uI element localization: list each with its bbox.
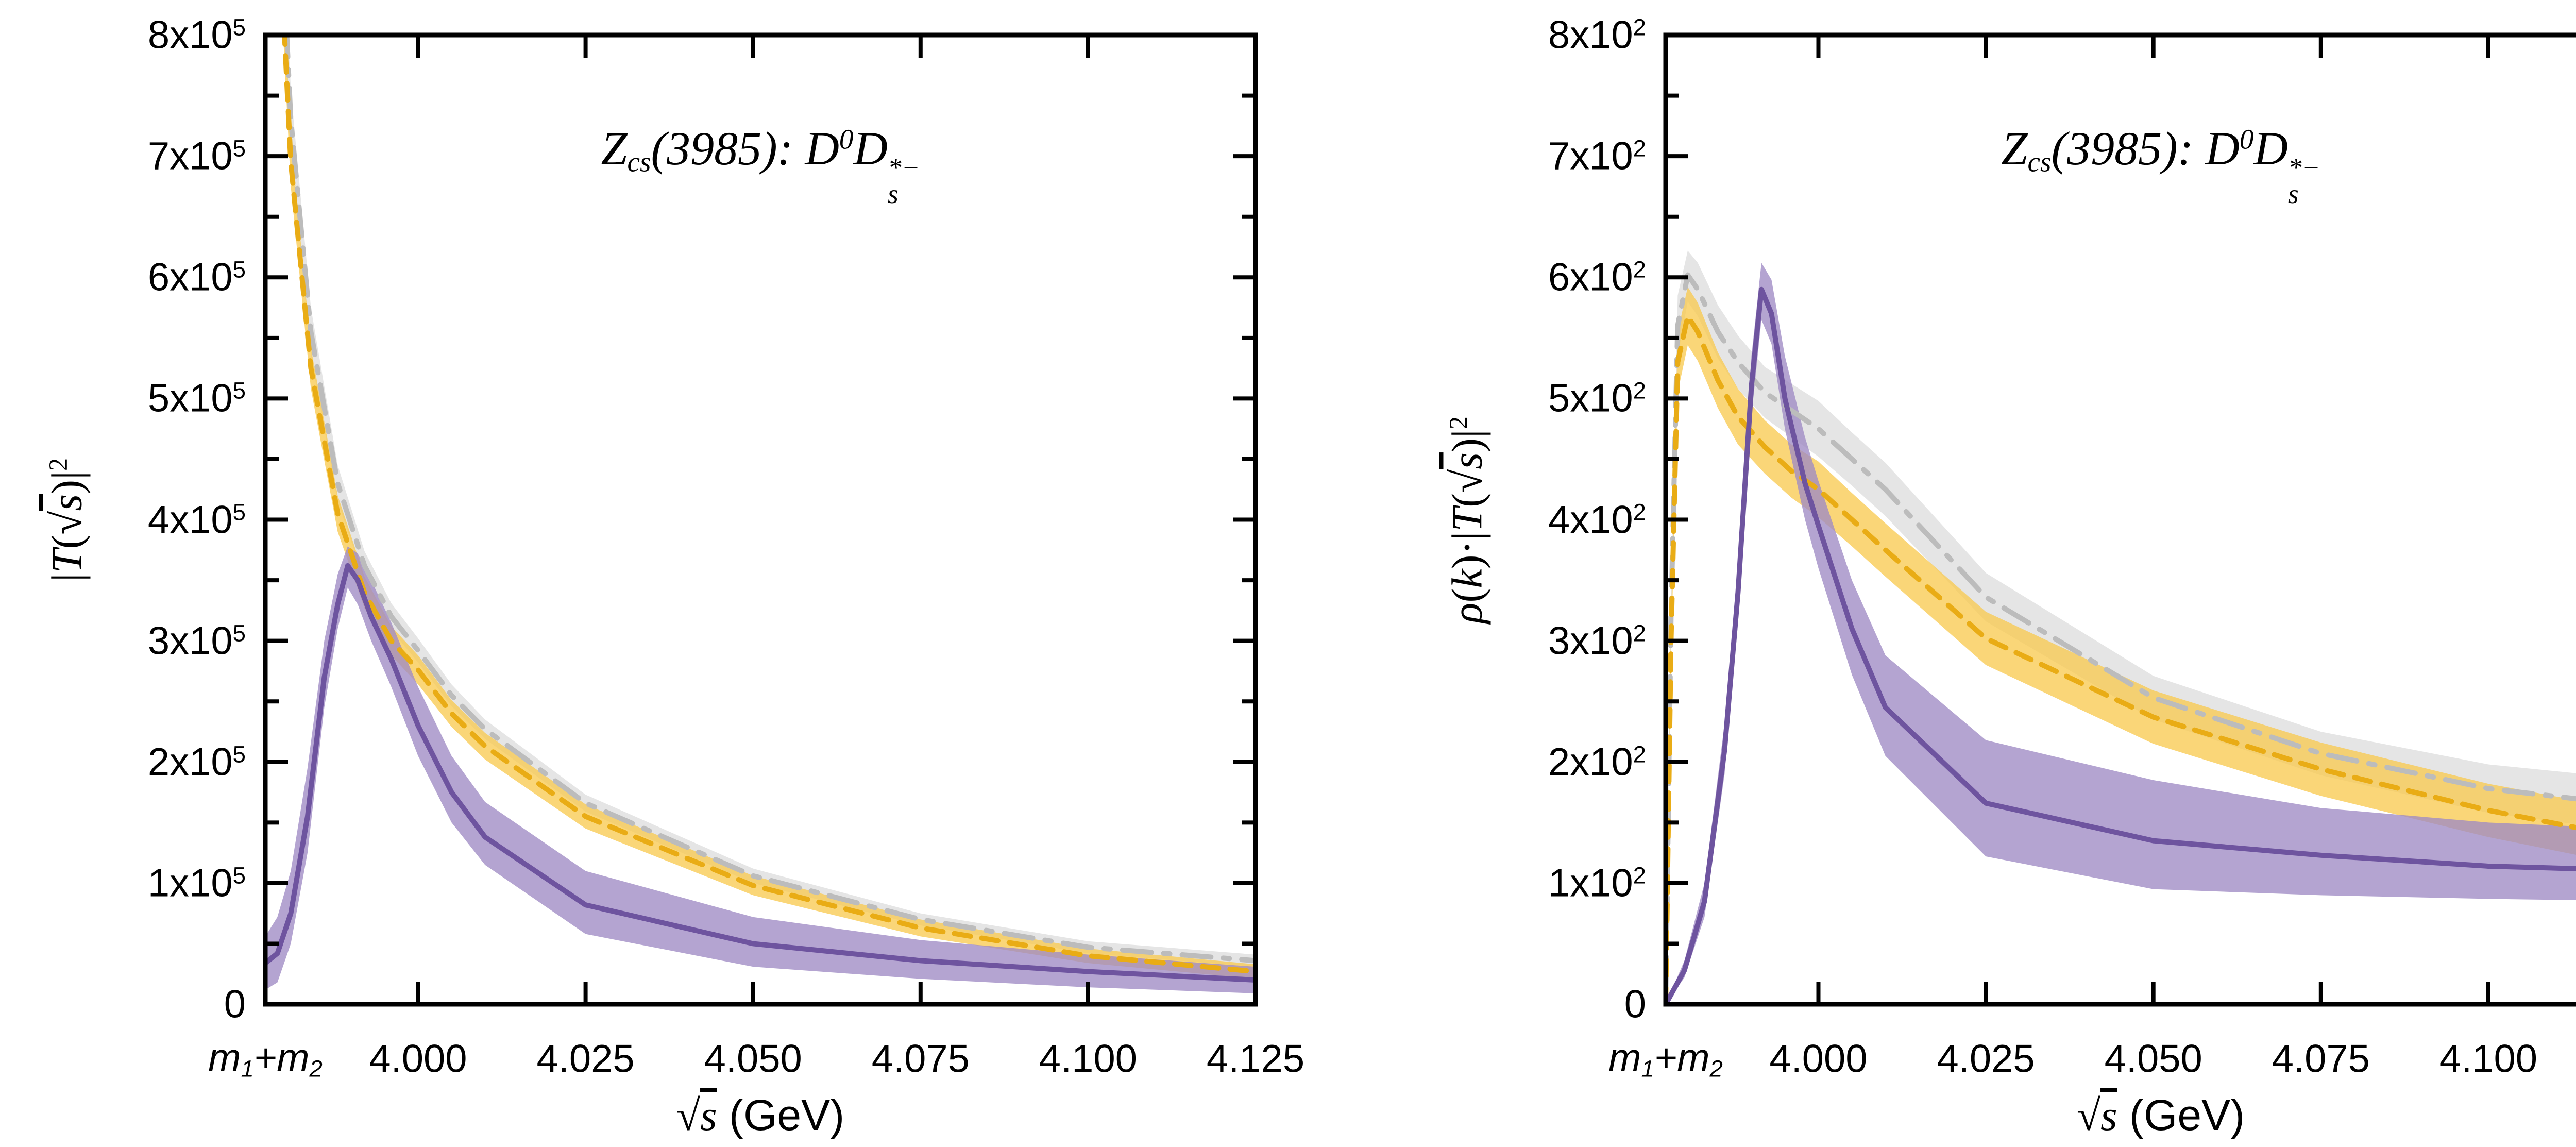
band-yellow-dashed [283,35,1256,979]
curve-purple-solid [1666,286,2576,1004]
curve-gray-dashdot [284,35,1256,964]
panel-T-squared-vs-sqrt-s [265,35,1256,993]
ticks-rho-T-squared-vs-sqrt-s [1664,33,2490,1006]
curve-gray-dashdot [1666,272,2576,1004]
panel-rho-T-squared-vs-sqrt-s [1666,250,2576,1004]
ticks-T-squared-vs-sqrt-s [263,33,1258,1006]
band-gray-dashdot [285,35,1256,967]
curve-purple-solid [265,563,1256,983]
plot-frame [263,32,1258,1007]
band-purple-solid [265,546,1256,993]
curve-yellow-dashed [282,35,1256,974]
band-purple-solid [1666,263,2576,1004]
curve-yellow-dashed [1666,313,2576,1004]
